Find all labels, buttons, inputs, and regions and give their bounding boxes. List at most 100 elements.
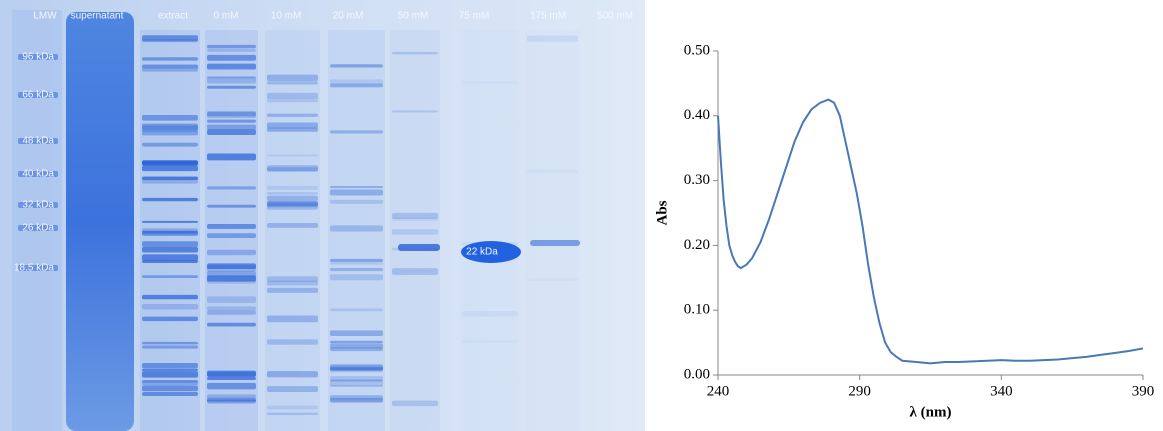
band [392,268,438,275]
band [142,362,198,369]
band [207,382,256,390]
band [18,171,58,177]
band [392,217,438,221]
band [207,112,256,118]
lane-label: 10 mM [271,11,302,22]
x-tick-label: 390 [1132,383,1155,399]
band [142,371,198,378]
x-tick-label: 290 [848,383,871,399]
band [330,343,383,349]
gel-image: LMW supernatant extract 0 mM 10 mM 20 mM 50 mM… [0,0,645,431]
band [330,365,383,373]
band [207,224,256,229]
band [142,294,198,300]
x-tick-label: 340 [990,383,1013,399]
band [142,316,198,322]
band [207,370,256,377]
band [207,275,256,282]
band [207,124,256,130]
band [142,35,198,41]
band [330,367,383,371]
band [142,385,198,392]
lane [460,30,520,431]
band [207,377,256,380]
y-tick-label: 0.30 [684,172,710,188]
band [392,400,438,407]
lane-label: 50 mM [398,11,429,22]
band [462,242,518,246]
band [207,49,256,52]
band [267,276,318,282]
band [207,186,256,190]
marker-label: 48 kDa [22,136,54,147]
band [392,51,438,55]
band [392,212,438,219]
lane-label: supernatant [71,11,124,22]
band [330,189,383,196]
band [207,119,256,123]
y-tick-label: 0.10 [684,302,710,318]
band [207,110,256,117]
band [207,372,256,377]
band [142,345,198,349]
lane [525,30,580,431]
band [142,115,198,121]
band [207,204,256,208]
band-label: 22 kDa [466,247,498,258]
band [330,368,383,371]
band [330,394,383,401]
y-tick-label: 0.20 [684,237,710,253]
lane-label: 500 mM [597,11,633,22]
band [330,395,383,403]
marker-label: 40 kDa [22,169,54,180]
lane [390,30,440,431]
band [142,380,198,383]
band [142,231,198,236]
band [330,376,383,380]
band [330,308,383,312]
band [142,392,198,397]
band [330,258,383,262]
band [330,64,383,68]
band [18,202,58,208]
marker-label: 96 kDa [22,52,54,63]
y-tick-label: 0.50 [684,42,710,58]
band [267,201,318,206]
band [330,379,383,387]
band [392,110,438,113]
band [142,130,198,136]
band [207,76,256,79]
band [267,386,318,393]
band [18,138,58,144]
band [330,364,383,371]
band [207,85,256,89]
band [330,379,383,382]
band [267,280,318,286]
band [142,379,198,386]
band [18,54,58,60]
band [142,125,198,132]
band [392,229,438,235]
band [142,165,198,172]
band [267,200,318,208]
band [267,287,318,293]
band [527,278,578,281]
band [330,397,383,403]
band [330,340,383,344]
y-tick-label: 0.00 [684,366,710,382]
band [462,311,518,317]
band [330,225,383,232]
band [207,296,256,303]
band [142,304,198,310]
lane-label: 75 mM [459,11,490,22]
spectrum-line [717,98,1144,365]
band [142,341,198,345]
band [142,220,198,223]
band [207,249,256,256]
band [142,176,198,181]
band [267,223,318,228]
band [142,177,198,184]
band [330,268,383,272]
band [267,185,318,190]
